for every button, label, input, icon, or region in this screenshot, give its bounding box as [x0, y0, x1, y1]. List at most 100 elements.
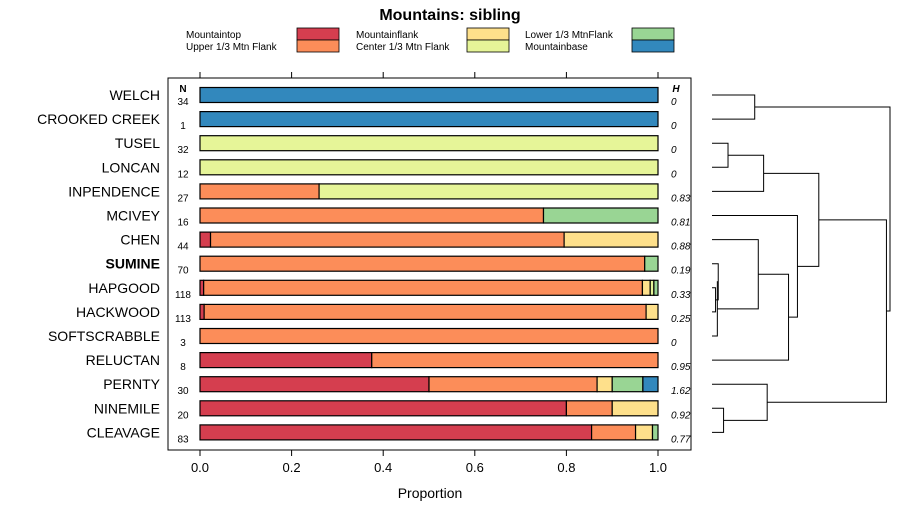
h-value-pernty: 1.62: [671, 386, 691, 397]
bar-segment-chen-upper-1-3-mtn-flank: [209, 231, 565, 248]
n-value-welch: 34: [177, 97, 189, 108]
x-tick-label-4: 0.8: [557, 460, 575, 475]
legend-label-mountaintop: Mountaintop: [186, 30, 241, 41]
row-label-reluctan: RELUCTAN: [86, 352, 160, 368]
bar-segment-softscrabble-upper-1-3-mtn-flank: [199, 327, 659, 345]
bar-segment-cleavage-mountaintop: [199, 424, 593, 441]
bar-segment-hackwood-mountainflank: [645, 303, 659, 320]
row-label-softscrabble: SOFTSCRABBLE: [48, 328, 160, 344]
dendrogram-branch-12: [767, 219, 887, 403]
x-tick-label-1: 0.2: [283, 460, 301, 475]
bar-segment-loncan-center-1-3-mtn-flank: [199, 159, 659, 176]
row-reluctan: RELUCTAN 8 0.95: [86, 352, 691, 373]
h-value-cleavage: 0.77: [671, 434, 691, 445]
bar-segment-ninemile-mountainflank: [611, 400, 659, 417]
n-value-crooked-creek: 1: [180, 121, 186, 132]
n-value-inpendence: 27: [177, 193, 189, 204]
n-value-softscrabble: 3: [180, 338, 186, 349]
h-value-sumine: 0.19: [671, 266, 691, 277]
x-tick-label-5: 1.0: [649, 460, 667, 475]
n-value-hackwood: 113: [175, 314, 191, 325]
h-value-loncan: 0: [671, 169, 677, 180]
bar-segment-reluctan-upper-1-3-mtn-flank: [371, 352, 659, 369]
n-value-reluctan: 8: [180, 362, 186, 373]
n-value-cleavage: 83: [177, 434, 189, 445]
row-tusel: TUSEL 32 0: [115, 135, 677, 156]
row-label-crooked-creek: CROOKED CREEK: [37, 111, 161, 127]
bar-segment-pernty-lower-1-3-mtnflank: [611, 376, 644, 393]
x-tick-label-2: 0.4: [374, 460, 392, 475]
row-hapgood: HAPGOOD 118 0.33: [88, 279, 691, 301]
bar-segment-hackwood-mountaintop: [199, 303, 205, 320]
bar-segment-mcivey-lower-1-3-mtnflank: [542, 207, 659, 224]
bar-segment-inpendence-center-1-3-mtn-flank: [318, 183, 659, 200]
x-tick-label-0: 0.0: [191, 460, 209, 475]
dendrogram-branch-8: [712, 239, 759, 310]
n-value-tusel: 32: [177, 145, 189, 156]
bar-segment-pernty-upper-1-3-mtn-flank: [428, 376, 598, 393]
h-value-hackwood: 0.25: [671, 314, 691, 325]
n-value-mcivey: 16: [177, 218, 189, 229]
bar-segment-inpendence-upper-1-3-mtn-flank: [199, 183, 320, 200]
row-loncan: LONCAN 12 0: [102, 159, 677, 180]
row-label-cleavage: CLEAVAGE: [87, 424, 160, 440]
dendrogram-branch-9: [712, 273, 790, 361]
legend-label-upper-1-3-mtn-flank: Upper 1/3 Mtn Flank: [186, 42, 278, 53]
n-value-hapgood: 118: [175, 290, 191, 301]
h-column-header: H: [672, 84, 680, 95]
h-value-reluctan: 0.95: [671, 362, 691, 373]
row-chen: CHEN 44 0.88: [120, 231, 691, 253]
bar-segment-hapgood-mountainflank: [641, 279, 651, 296]
row-label-inpendence: INPENDENCE: [68, 183, 160, 199]
row-label-hackwood: HACKWOOD: [76, 304, 160, 320]
h-value-tusel: 0: [671, 145, 677, 156]
dendrogram-branch-6: [712, 383, 768, 421]
n-value-loncan: 12: [177, 169, 189, 180]
x-tick-label-3: 0.6: [466, 460, 484, 475]
bar-segment-tusel-center-1-3-mtn-flank: [199, 135, 659, 152]
row-welch: WELCH 34 0: [109, 86, 677, 108]
row-label-loncan: LONCAN: [102, 159, 160, 175]
bar-segment-mcivey-upper-1-3-mtn-flank: [199, 207, 545, 224]
n-column-header: N: [179, 84, 186, 95]
bar-segment-sumine-lower-1-3-mtnflank: [644, 255, 659, 272]
dendrogram-branch-7: [712, 154, 765, 192]
dendrogram-branch-10: [712, 215, 798, 318]
h-value-inpendence: 0.83: [671, 193, 691, 204]
legend-label-mountainflank: Mountainflank: [356, 30, 419, 41]
row-label-sumine: SUMINE: [106, 256, 160, 272]
dendrogram-branch-0: [712, 94, 756, 120]
dendrogram: [712, 94, 891, 433]
row-label-tusel: TUSEL: [115, 135, 160, 151]
bar-segment-pernty-mountaintop: [199, 376, 430, 393]
h-value-crooked-creek: 0: [671, 121, 677, 132]
n-value-ninemile: 20: [177, 410, 189, 421]
bar-segment-ninemile-upper-1-3-mtn-flank: [565, 400, 613, 417]
row-label-mcivey: MCIVEY: [106, 208, 160, 224]
legend-swatch-lower-1-3-mtnflank: [631, 27, 675, 41]
bar-segment-cleavage-upper-1-3-mtn-flank: [590, 424, 637, 441]
bar-segment-chen-mountainflank: [563, 231, 659, 248]
bar-segment-pernty-mountainflank: [596, 376, 613, 393]
legend-swatch-mountaintop: [296, 27, 340, 41]
h-value-chen: 0.88: [671, 242, 691, 253]
bar-segment-hackwood-upper-1-3-mtn-flank: [203, 303, 647, 320]
legend-swatch-mountainbase: [631, 39, 675, 53]
row-label-welch: WELCH: [109, 87, 160, 103]
dendrogram-branch-1: [712, 142, 729, 168]
row-label-pernty: PERNTY: [103, 376, 160, 392]
chart-title: Mountains: sibling: [379, 7, 520, 24]
n-value-sumine: 70: [177, 266, 189, 277]
h-value-hapgood: 0.33: [671, 290, 691, 301]
n-value-chen: 44: [177, 242, 189, 253]
x-axis: 0.0 0.2 0.4 0.6 0.8 1.0: [191, 72, 667, 475]
bar-segment-pernty-mountainbase: [642, 376, 659, 393]
dendrogram-branch-13: [754, 106, 891, 312]
row-cleavage: CLEAVAGE 83 0.77: [87, 424, 691, 445]
row-label-chen: CHEN: [120, 232, 160, 248]
legend-swatch-mountainflank: [466, 27, 510, 41]
n-value-pernty: 30: [177, 386, 189, 397]
legend-swatch-center-1-3-mtn-flank: [466, 39, 510, 53]
